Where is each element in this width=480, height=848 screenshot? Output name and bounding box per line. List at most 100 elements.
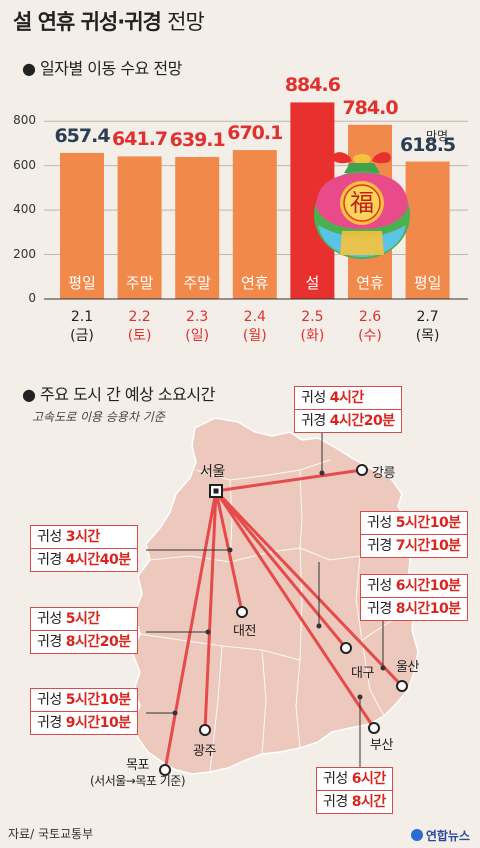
time-back: 9시간10분 xyxy=(65,715,131,731)
value-label: 639.1 xyxy=(169,128,226,151)
x-tick-label: 2.5 (화) xyxy=(290,308,334,346)
time-go: 6시간 xyxy=(351,771,387,787)
route-box-mokpo: 귀성 5시간10분 귀경 9시간10분 xyxy=(30,688,138,735)
time-go: 5시간10분 xyxy=(395,515,461,531)
route-box-gwangju: 귀성 5시간 귀경 8시간20분 xyxy=(30,607,138,654)
map-section-heading: ● 주요 도시 간 예상 소요시간 xyxy=(22,385,215,404)
city-ulsan: 울산 xyxy=(396,660,419,675)
route-box-gangneung: 귀성 4시간 귀경 4시간20분 xyxy=(294,386,402,433)
city-seoul: 서울 xyxy=(200,464,225,480)
header: 설 연휴 귀성·귀경 전망 xyxy=(0,0,480,46)
publisher-logo: 연합뉴스 xyxy=(410,827,470,844)
city-gangneung: 강릉 xyxy=(372,466,395,481)
day-type-label: 연휴 xyxy=(240,274,269,292)
label-go: 귀성 xyxy=(301,390,326,406)
city-markers xyxy=(159,464,408,776)
logo-text: 연합뉴스 xyxy=(425,829,470,843)
bar xyxy=(117,156,162,299)
day-type-label: 연휴 xyxy=(356,274,384,292)
time-go: 5시간 xyxy=(65,611,101,627)
city-mokpo-note: (서서울→목포 기준) xyxy=(90,774,186,788)
date-label: 2.7 xyxy=(416,309,439,325)
day-type-label: 주말 xyxy=(125,274,154,292)
weekday-label: (목) xyxy=(415,328,440,344)
label-go: 귀성 xyxy=(323,771,348,787)
time-back: 4시간40분 xyxy=(65,552,131,568)
label-back: 귀경 xyxy=(323,794,348,810)
label-back: 귀경 xyxy=(301,413,326,429)
time-back: 7시간10분 xyxy=(395,538,461,554)
callout-dots xyxy=(172,470,386,716)
date-label: 2.1 xyxy=(70,309,94,325)
bar xyxy=(175,156,220,299)
label-go: 귀성 xyxy=(367,515,392,531)
y-tick-label: 400 xyxy=(13,202,36,217)
time-back: 8시간10분 xyxy=(395,601,461,617)
label-back: 귀경 xyxy=(37,634,62,650)
unit-label: 만명 xyxy=(426,129,449,143)
title-light: 전망 xyxy=(167,10,205,34)
label-back: 귀경 xyxy=(37,715,62,731)
x-tick-label: 2.7 (목) xyxy=(406,308,450,346)
demand-bar-chart: 福 xyxy=(44,102,468,300)
bar xyxy=(405,161,450,299)
title-bold: 설 연휴 귀성·귀경 xyxy=(13,10,162,34)
label-go: 귀성 xyxy=(37,611,62,627)
bar xyxy=(232,150,277,299)
x-tick-label: 2.1 (금) xyxy=(60,308,104,346)
logo-mark-icon xyxy=(410,829,423,841)
x-tick-label: 2.6 (수) xyxy=(348,308,392,346)
value-label: 884.6 xyxy=(284,74,341,97)
route-box-daejeon: 귀성 3시간 귀경 4시간40분 xyxy=(30,525,138,572)
time-go: 3시간 xyxy=(65,529,101,545)
day-type-label: 주말 xyxy=(183,274,211,292)
weekday-label: (금) xyxy=(70,328,94,344)
city-daejeon: 대전 xyxy=(233,624,256,639)
value-label: 618.5 xyxy=(400,133,456,156)
city-mokpo: 목포 xyxy=(126,758,149,773)
city-busan: 부산 xyxy=(370,738,393,753)
label-go: 귀성 xyxy=(37,529,62,545)
city-daegu: 대구 xyxy=(351,666,374,681)
x-tick-label: 2.2 (토) xyxy=(118,308,162,346)
route-box-busan: 귀성 6시간 귀경 8시간 xyxy=(316,767,393,814)
route-lines xyxy=(163,468,404,772)
date-label: 2.2 xyxy=(128,309,151,325)
date-label: 2.3 xyxy=(186,309,209,325)
callout-leaders xyxy=(146,431,384,767)
label-back: 귀경 xyxy=(367,601,392,617)
route-box-ulsan: 귀성 6시간10분 귀경 8시간10분 xyxy=(360,574,468,621)
value-label: 641.7 xyxy=(112,128,168,151)
y-tick-label: 800 xyxy=(13,113,36,128)
date-label: 2.5 xyxy=(301,309,324,325)
time-back: 4시간20분 xyxy=(329,413,395,429)
label-go: 귀성 xyxy=(37,692,62,708)
label-go: 귀성 xyxy=(367,578,392,594)
route-box-daegu: 귀성 5시간10분 귀경 7시간10분 xyxy=(360,511,468,558)
time-back: 8시간20분 xyxy=(65,634,131,650)
time-go: 5시간10분 xyxy=(65,692,131,708)
day-type-label: 평일 xyxy=(68,274,96,292)
y-tick-label: 200 xyxy=(13,246,36,261)
day-type-label: 설 xyxy=(305,274,320,292)
time-go: 6시간10분 xyxy=(395,578,461,594)
x-tick-label: 2.3 (일) xyxy=(175,308,219,346)
source-note: 자료/ 국토교통부 xyxy=(8,827,94,841)
day-type-label: 평일 xyxy=(413,274,442,292)
y-tick-label: 0 xyxy=(28,291,36,305)
bar xyxy=(60,152,104,299)
value-label: 657.4 xyxy=(54,124,110,147)
weekday-label: (월) xyxy=(242,328,267,344)
label-back: 귀경 xyxy=(367,538,392,554)
time-back: 8시간 xyxy=(351,794,387,810)
chart-section-heading: ● 일자별 이동 수요 전망 xyxy=(22,59,182,78)
map-note: 고속도로 이용 승용차 기준 xyxy=(32,410,165,424)
weekday-label: (일) xyxy=(185,328,210,344)
weekday-label: (토) xyxy=(127,328,152,344)
seoul-marker-inner xyxy=(213,488,219,494)
page-title: 설 연휴 귀성·귀경 전망 xyxy=(13,6,205,36)
x-tick-label: 2.4 (월) xyxy=(233,308,277,346)
time-go: 4시간 xyxy=(329,390,365,406)
